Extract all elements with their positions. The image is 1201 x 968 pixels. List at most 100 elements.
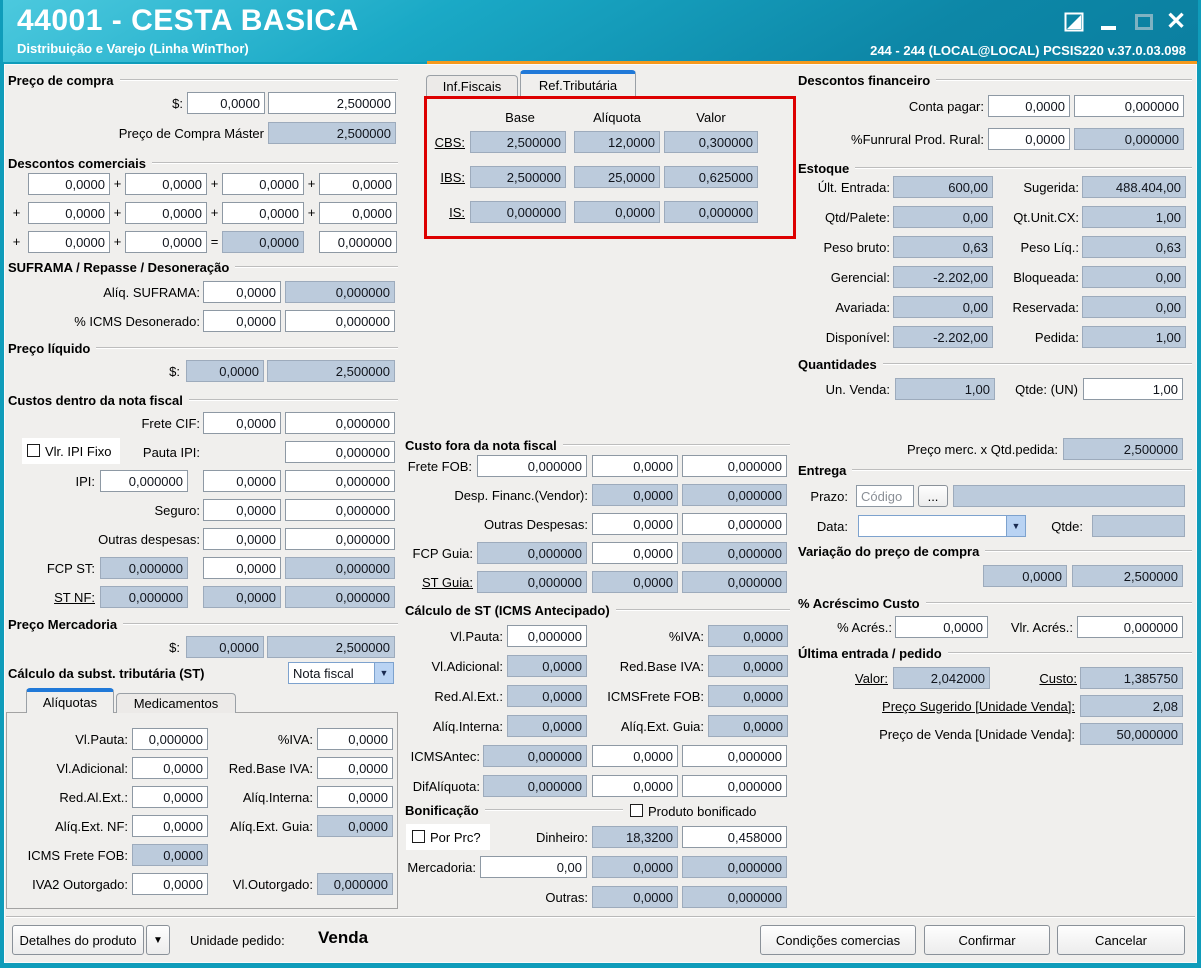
ipi-v1-input[interactable]: 0,000000 <box>100 470 188 492</box>
chevron-down-icon[interactable]: ▼ <box>374 663 393 683</box>
tab-aliquotas[interactable]: Alíquotas <box>26 688 114 713</box>
conta-pagar-pct-input[interactable]: 0,0000 <box>988 95 1070 117</box>
ibs-label[interactable]: IBS: <box>440 169 465 185</box>
frete-fob-v2-input[interactable]: 0,0000 <box>592 455 678 477</box>
produto-bonificado-label: Produto bonificado <box>648 803 757 819</box>
preco-compra-valor-input[interactable]: 2,500000 <box>268 92 396 114</box>
ultima-valor-label[interactable]: Valor: <box>855 670 888 686</box>
frete-fob-v3-input[interactable]: 0,000000 <box>682 455 787 477</box>
desconto-input[interactable]: 0,0000 <box>28 231 110 253</box>
frete-cif-pct-input[interactable]: 0,0000 <box>203 412 281 434</box>
cbs-label[interactable]: CBS: <box>434 134 465 150</box>
pct-acres-input[interactable]: 0,0000 <box>895 616 988 638</box>
seguro-pct-input[interactable]: 0,0000 <box>203 499 281 521</box>
vlr-acres-input[interactable]: 0,000000 <box>1077 616 1183 638</box>
plus-sign: + <box>12 205 21 220</box>
close-button[interactable]: ✕ <box>1165 7 1187 35</box>
conta-pagar-valor-input[interactable]: 0,000000 <box>1074 95 1184 117</box>
minimize-icon <box>1100 26 1116 30</box>
aliq-suframa-pct-input[interactable]: 0,0000 <box>203 281 281 303</box>
iva-input[interactable]: 0,0000 <box>317 728 393 750</box>
aliq-ext-nf-input[interactable]: 0,0000 <box>132 815 208 837</box>
funrural-pct-input[interactable]: 0,0000 <box>988 128 1070 150</box>
st-vl-pauta-input[interactable]: 0,000000 <box>507 625 587 647</box>
ultima-valor-value: 2,042000 <box>893 667 990 689</box>
iva2-outorgado-input[interactable]: 0,0000 <box>132 873 208 895</box>
frete-cif-valor-input[interactable]: 0,000000 <box>285 412 395 434</box>
produto-bonificado-checkbox[interactable] <box>630 804 643 817</box>
detalhes-dropdown-button[interactable]: ▼ <box>146 925 170 955</box>
tab-ref-tributaria[interactable]: Ref.Tributária <box>520 70 636 97</box>
icms-antec-v3-input[interactable]: 0,000000 <box>682 745 787 767</box>
dif-aliquota-v2-input[interactable]: 0,0000 <box>592 775 678 797</box>
outras-despesas-mid-v1-input[interactable]: 0,0000 <box>592 513 678 535</box>
fcp-guia-v2-input[interactable]: 0,0000 <box>592 542 678 564</box>
vl-pauta-input[interactable]: 0,000000 <box>132 728 208 750</box>
frete-fob-v1-input[interactable]: 0,000000 <box>477 455 587 477</box>
icms-desonerado-valor-input[interactable]: 0,000000 <box>285 310 395 332</box>
outras-despesas-mid-v2-input[interactable]: 0,000000 <box>682 513 787 535</box>
qt-unit-cx-value: 1,00 <box>1082 206 1186 228</box>
dif-aliquota-v3-input[interactable]: 0,000000 <box>682 775 787 797</box>
preco-sugerido-label[interactable]: Preço Sugerido [Unidade Venda]: <box>882 698 1075 714</box>
cancelar-button[interactable]: Cancelar <box>1057 925 1185 955</box>
pauta-ipi-input[interactable]: 0,000000 <box>285 441 395 463</box>
condicoes-comerciais-button[interactable]: Condições comercias <box>760 925 916 955</box>
desconto-input[interactable]: 0,0000 <box>222 202 304 224</box>
por-prc-checkbox[interactable] <box>412 830 425 843</box>
vlr-ipi-fixo-checkbox[interactable] <box>27 444 40 457</box>
equals-sign: = <box>210 234 219 249</box>
outras-despesas-pct-input[interactable]: 0,0000 <box>203 528 281 550</box>
chevron-down-icon[interactable]: ▼ <box>1006 516 1025 536</box>
detalhes-produto-button[interactable]: Detalhes do produto <box>12 925 144 955</box>
desconto-input[interactable]: 0,0000 <box>125 173 207 195</box>
dinheiro-v2-input[interactable]: 0,458000 <box>682 826 787 848</box>
data-select[interactable]: ▼ <box>858 515 1026 537</box>
icms-desonerado-pct-input[interactable]: 0,0000 <box>203 310 281 332</box>
confirmar-button[interactable]: Confirmar <box>924 925 1050 955</box>
icms-antec-v2-input[interactable]: 0,0000 <box>592 745 678 767</box>
qt-unit-cx-label: Qt.Unit.CX: <box>1013 209 1079 225</box>
minimize-button[interactable] <box>1096 10 1120 34</box>
qtde-un-input[interactable]: 1,00 <box>1083 378 1183 400</box>
nota-fiscal-select[interactable]: Nota fiscal ▼ <box>288 662 394 684</box>
st-vl-pauta-label: Vl.Pauta: <box>450 628 503 644</box>
prazo-codigo-input[interactable]: Código <box>856 485 914 507</box>
desconto-input[interactable]: 0,0000 <box>125 202 207 224</box>
tab-medicamentos[interactable]: Medicamentos <box>116 693 236 713</box>
preco-compra-pct-input[interactable]: 0,0000 <box>187 92 265 114</box>
desconto-total-valor-input[interactable]: 0,000000 <box>319 231 397 253</box>
fcp-st-v2-input[interactable]: 0,0000 <box>203 557 281 579</box>
desconto-input[interactable]: 0,0000 <box>319 202 397 224</box>
section-estoque: Estoque <box>798 160 1192 176</box>
st-vl-adicional-value: 0,0000 <box>507 655 587 677</box>
seguro-valor-input[interactable]: 0,000000 <box>285 499 395 521</box>
ipi-v2-input[interactable]: 0,0000 <box>203 470 281 492</box>
section-descontos-financeiro: Descontos financeiro <box>798 72 1192 88</box>
desconto-input[interactable]: 0,0000 <box>125 231 207 253</box>
red-al-ext-input[interactable]: 0,0000 <box>132 786 208 808</box>
vl-adicional-input[interactable]: 0,0000 <box>132 757 208 779</box>
tab-inf-fiscais[interactable]: Inf.Fiscais <box>426 75 518 97</box>
st-nf-label[interactable]: ST NF: <box>54 589 95 605</box>
vl-pauta-label: Vl.Pauta: <box>75 731 128 747</box>
ipi-v3-input[interactable]: 0,000000 <box>285 470 395 492</box>
prazo-browse-button[interactable]: ... <box>918 485 948 507</box>
desconto-input[interactable]: 0,0000 <box>28 202 110 224</box>
is-label[interactable]: IS: <box>449 204 465 220</box>
shade-window-button[interactable] <box>1062 10 1086 34</box>
red-base-iva-input[interactable]: 0,0000 <box>317 757 393 779</box>
mercadoria-v1-input[interactable]: 0,00 <box>480 856 587 878</box>
maximize-button[interactable] <box>1131 10 1157 34</box>
desconto-input[interactable]: 0,0000 <box>319 173 397 195</box>
desconto-input[interactable]: 0,0000 <box>28 173 110 195</box>
outras-despesas-valor-input[interactable]: 0,000000 <box>285 528 395 550</box>
aliq-interna-input[interactable]: 0,0000 <box>317 786 393 808</box>
pedida-label: Pedida: <box>1034 329 1079 345</box>
desconto-input[interactable]: 0,0000 <box>222 173 304 195</box>
ultima-custo-label[interactable]: Custo: <box>1039 670 1077 686</box>
cbs-base-value: 2,500000 <box>470 131 566 153</box>
st-guia-label[interactable]: ST Guia: <box>421 574 473 590</box>
ultima-custo-value: 1,385750 <box>1080 667 1183 689</box>
plus-sign: + <box>307 205 316 220</box>
